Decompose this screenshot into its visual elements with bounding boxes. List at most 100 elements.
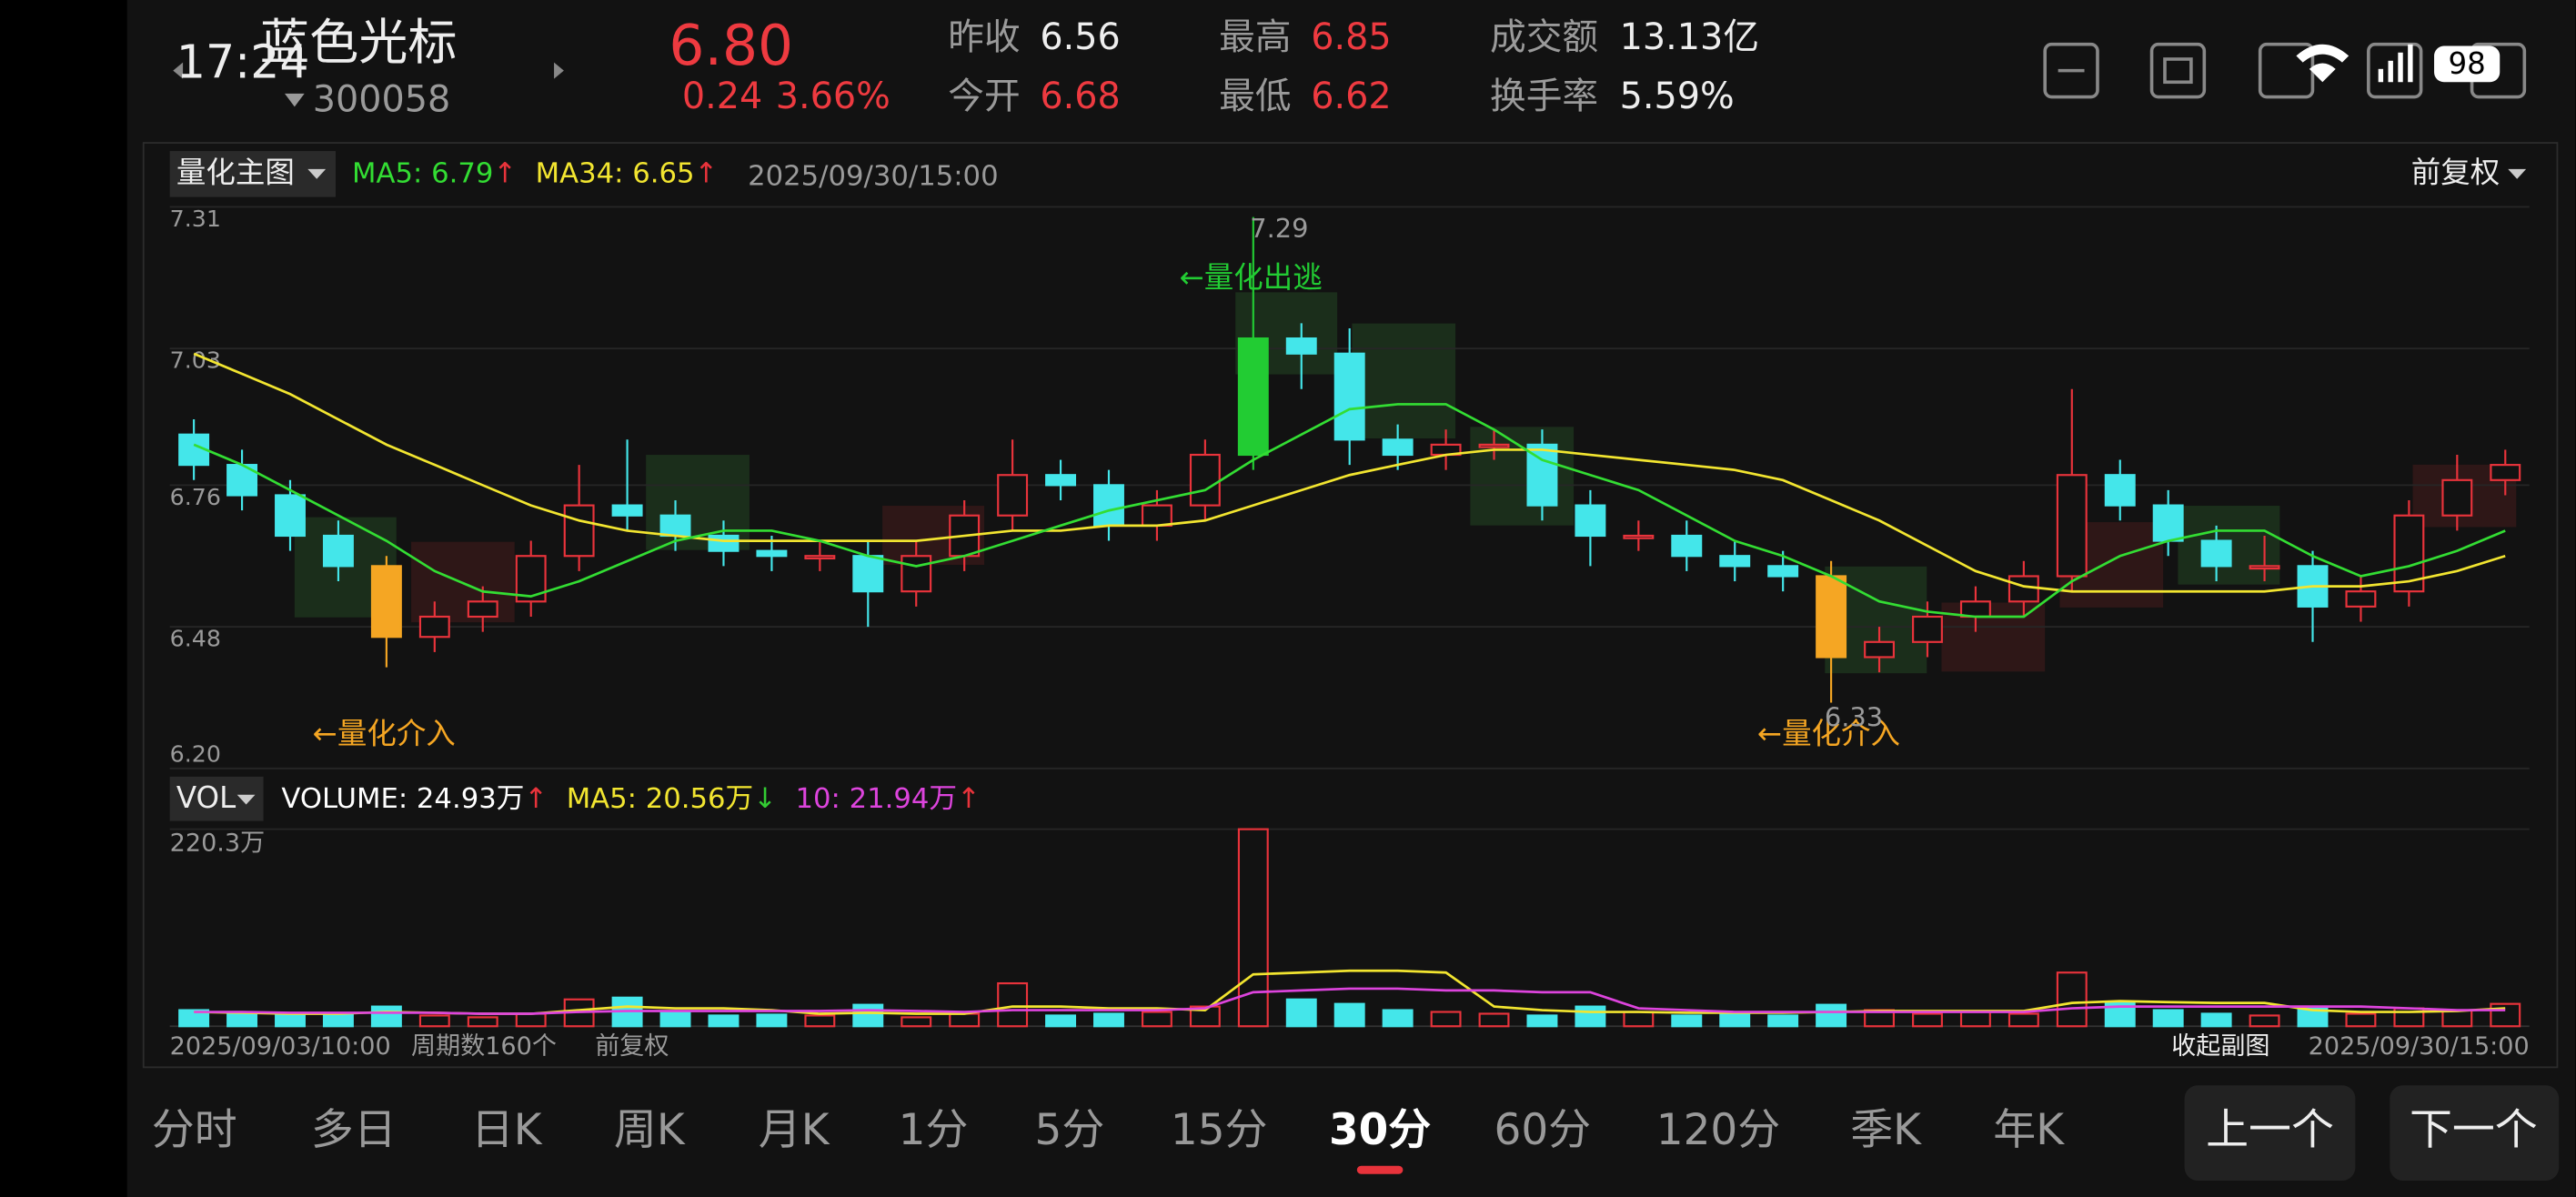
signal-icon — [2378, 68, 2384, 83]
stat-label: 换手率 — [1490, 75, 1598, 117]
period-tab[interactable]: 日K — [471, 1105, 543, 1155]
candle-body — [275, 494, 306, 538]
battery-icon — [2434, 45, 2501, 83]
signal-icon — [2398, 52, 2403, 83]
annotation: ←量化出逃 — [1180, 260, 1323, 295]
period-count: 周期数160个 — [411, 1032, 557, 1061]
volume-bar — [275, 1014, 306, 1028]
prev-stock-arrow[interactable] — [173, 62, 184, 79]
candle-body — [901, 555, 932, 593]
period-tab[interactable]: 120分 — [1656, 1105, 1780, 1155]
candle-body — [2007, 575, 2039, 603]
period-tab[interactable]: 周K — [614, 1105, 686, 1155]
volume-bar — [659, 1011, 691, 1028]
volume-bar — [1816, 1003, 1847, 1028]
volume-menu-label: VOL — [176, 780, 236, 815]
period-tab[interactable]: 15分 — [1171, 1105, 1268, 1155]
candle-body — [1093, 484, 1124, 527]
volume-bar — [1912, 1012, 1943, 1028]
candle-body — [659, 514, 691, 538]
volume-top-label: 220.3万 — [170, 829, 266, 857]
y-tick-label: 6.76 — [170, 484, 221, 510]
period-tab[interactable]: 月K — [759, 1105, 830, 1155]
volume-bar — [852, 1003, 884, 1028]
next-button-label: 下一个 — [2410, 1105, 2538, 1155]
volume-bar — [1478, 1012, 1510, 1028]
period-tab[interactable]: 30分 — [1329, 1105, 1431, 1155]
code-dropdown[interactable] — [285, 93, 305, 107]
volume-bar — [1093, 1012, 1124, 1028]
signal-icon — [2408, 44, 2413, 83]
volume-bar — [1189, 1005, 1221, 1028]
change-pct: 3.66% — [776, 75, 891, 117]
candle-body — [322, 534, 354, 568]
ma-legend: MA5: 6.79↑ MA34: 6.65↑ — [352, 157, 718, 189]
adjust-menu[interactable]: 前复权 — [2411, 155, 2500, 189]
candle-body — [708, 534, 740, 552]
candle-body — [2345, 590, 2377, 608]
status-icons — [2296, 44, 2501, 83]
period-tab[interactable]: 多日 — [311, 1105, 397, 1155]
prev-button[interactable] — [2184, 1085, 2356, 1181]
candle-body — [1912, 615, 1943, 643]
next-stock-arrow[interactable] — [554, 62, 564, 79]
volume-ma5-line — [194, 969, 2506, 1015]
annotation: ←量化介入 — [1757, 717, 1900, 751]
candle-body — [1285, 337, 1317, 355]
period-tab[interactable]: 60分 — [1494, 1105, 1591, 1155]
ma5-line — [193, 403, 2506, 619]
candle-body — [1864, 640, 1896, 659]
stat-value: 5.59% — [1620, 75, 1735, 117]
next-button[interactable] — [2390, 1085, 2560, 1181]
volume-bar — [418, 1014, 450, 1028]
volume-bar — [2152, 1009, 2184, 1028]
icon — [2163, 57, 2193, 85]
period-tab[interactable]: 1分 — [899, 1105, 969, 1155]
candle-body — [1767, 565, 1799, 578]
indicator-menu[interactable] — [169, 151, 336, 197]
volume-bar — [515, 1012, 547, 1028]
volume-bar — [901, 1016, 932, 1028]
period-tab[interactable]: 5分 — [1035, 1105, 1105, 1155]
y-tick-label: 7.03 — [170, 347, 221, 374]
candle-body — [1575, 504, 1606, 538]
volume-bar — [1333, 1002, 1365, 1028]
draw-button[interactable] — [2149, 42, 2207, 99]
battery-level: 98 — [2448, 46, 2485, 81]
dropdown-arrow — [2508, 168, 2527, 179]
period-tab[interactable]: 年K — [1993, 1105, 2065, 1155]
period-tab[interactable]: 季K — [1850, 1105, 1922, 1155]
volume-bar — [1526, 1014, 1558, 1028]
volume-bar — [1719, 1012, 1751, 1028]
candle-body — [563, 504, 595, 558]
end-date: 2025/09/30/15:00 — [2309, 1032, 2530, 1061]
candle-body — [997, 474, 1029, 517]
volume-bar — [949, 1012, 981, 1028]
adjust-note: 前复权 — [595, 1032, 669, 1061]
volume-bar — [1623, 1011, 1655, 1028]
settings-button[interactable] — [2367, 42, 2423, 99]
y-tick-label: 6.48 — [170, 626, 221, 652]
cursor-date: 2025/09/30/15:00 — [748, 160, 999, 192]
candle-body — [467, 600, 498, 619]
volume-bar — [2249, 1014, 2280, 1028]
volume-bar — [1045, 1014, 1077, 1028]
indicator-menu-label: 量化主图 — [176, 155, 295, 189]
candle-body — [1237, 337, 1269, 457]
chart-panel — [142, 142, 2559, 1069]
candle-body — [2152, 504, 2184, 542]
volume-bar — [1285, 998, 1317, 1028]
volume-bar — [2345, 1012, 2377, 1028]
zoom-out-button[interactable] — [2043, 42, 2099, 99]
legend-trend: ↑ — [493, 157, 517, 189]
candle-body — [1623, 534, 1655, 539]
collapse-button[interactable]: 收起副图 — [2171, 1032, 2269, 1061]
price: 6.80 — [669, 14, 793, 78]
volume-bar — [178, 1009, 210, 1028]
volume-bar — [997, 981, 1029, 1028]
active-tab-indicator — [1356, 1165, 1404, 1174]
annotation: ←量化介入 — [313, 717, 456, 751]
period-tab[interactable]: 分时 — [152, 1105, 237, 1155]
volume-bar — [1575, 1005, 1606, 1028]
